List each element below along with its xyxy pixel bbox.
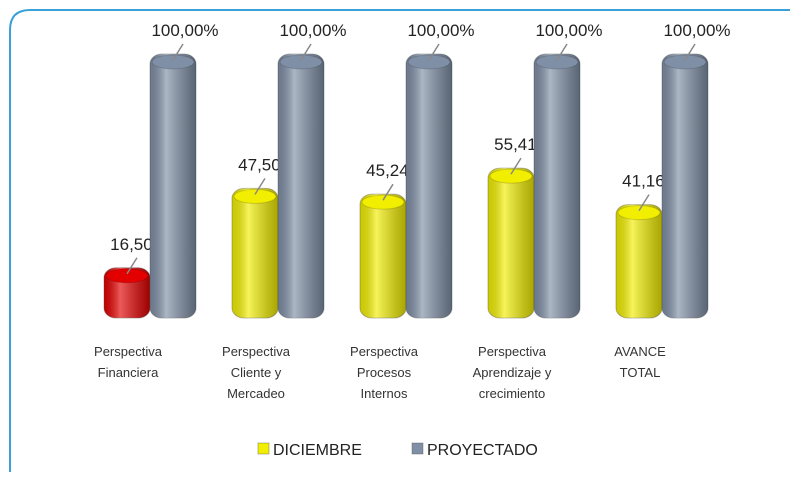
- bar-top: [407, 54, 451, 70]
- data-label: 100,00%: [535, 21, 602, 40]
- legend-label: PROYECTADO: [427, 442, 538, 459]
- bar-top: [233, 188, 277, 204]
- leader-line: [172, 43, 184, 61]
- frame: [9, 9, 790, 472]
- bar-top: [279, 54, 323, 70]
- bar-shine: [488, 168, 534, 318]
- leader-line: [382, 183, 394, 201]
- bar-top: [663, 54, 707, 70]
- leader-line: [556, 43, 568, 61]
- x-tick-label: Perspectiva Aprendizaje y crecimiento: [473, 344, 552, 401]
- bar-top: [535, 54, 579, 70]
- data-label: 100,00%: [279, 21, 346, 40]
- bar-shine: [534, 54, 580, 318]
- x-tick-label: Perspectiva Financiera: [94, 344, 163, 380]
- bar-shine: [406, 54, 452, 318]
- leader-line: [684, 43, 696, 61]
- leader-line: [300, 43, 312, 61]
- data-label: 100,00%: [151, 21, 218, 40]
- x-tick-label: AVANCE TOTAL: [614, 344, 666, 380]
- bar-shine: [616, 204, 662, 318]
- leader-line: [428, 43, 440, 61]
- bar-shine: [150, 54, 196, 318]
- legend-swatch: [257, 442, 270, 455]
- x-tick-label: Perspectiva Procesos Internos: [350, 344, 419, 401]
- leader-line: [638, 194, 650, 212]
- bar-top: [361, 194, 405, 210]
- bar-shine: [278, 54, 324, 318]
- bar-top: [151, 54, 195, 70]
- legend-label: DICIEMBRE: [273, 442, 362, 459]
- leader-line: [254, 178, 266, 195]
- leader-line: [126, 257, 138, 275]
- x-tick-label: Perspectiva Cliente y Mercadeo: [222, 344, 291, 401]
- bar-shine: [232, 188, 278, 318]
- data-label: 100,00%: [663, 21, 730, 40]
- data-label: 100,00%: [407, 21, 474, 40]
- legend-swatch: [411, 442, 424, 455]
- leader-line: [510, 157, 522, 175]
- bar-top: [489, 168, 533, 184]
- bar-shine: [360, 194, 406, 318]
- bar-top: [105, 268, 149, 284]
- bar-shine: [662, 54, 708, 318]
- bar-top: [617, 205, 661, 221]
